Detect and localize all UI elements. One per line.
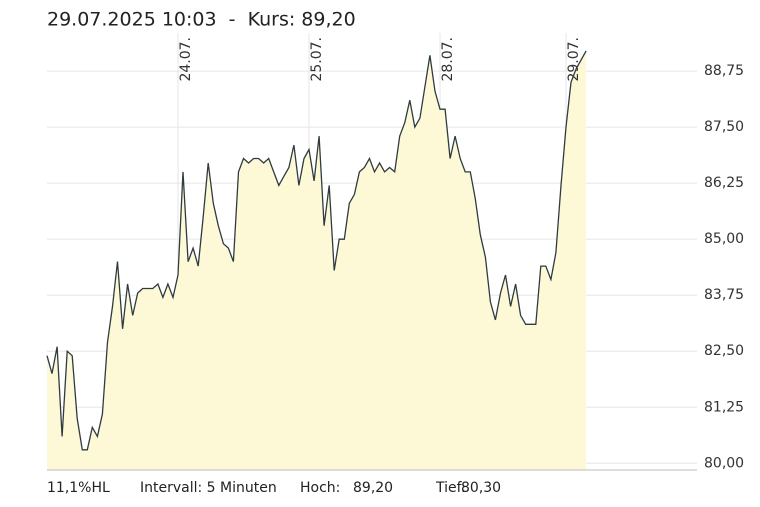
x-tick-label: 24.07. [178,37,194,82]
y-tick-label: 83,75 [704,287,744,303]
x-tick-label: 28.07. [440,37,456,82]
y-tick-label: 81,25 [704,399,744,415]
x-tick-label: 25.07. [309,37,325,82]
chart-title: 29.07.2025 10:03 - Kurs: 89,20 [47,9,356,31]
footer-interval: Intervall: 5 Minuten [140,480,277,496]
footer-range: 11,1%HL [47,480,110,496]
y-tick-label: 86,25 [704,175,744,191]
footer-low: 80,30 [461,480,501,496]
y-tick-label: 80,00 [704,455,744,471]
y-tick-label: 88,75 [704,63,744,79]
x-tick-label: 29.07. [566,37,582,82]
y-tick-label: 85,00 [704,231,744,247]
y-tick-label: 82,50 [704,343,744,359]
price-line [46,50,587,451]
footer-high-label: Hoch: [300,480,340,496]
footer-high: 89,20 [353,480,393,496]
area-fill [47,50,587,471]
y-tick-label: 87,50 [704,119,744,135]
footer-low-label: Tief: [435,480,466,496]
